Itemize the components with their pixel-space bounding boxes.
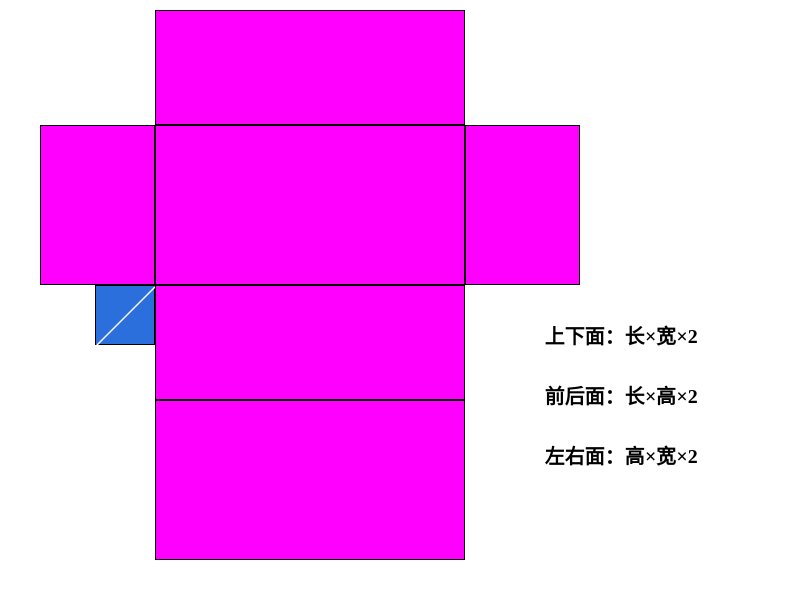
net-front-face (155, 125, 465, 285)
formula-front-back: 前后面：长×高×2 (545, 380, 698, 409)
net-bottom-face (155, 285, 465, 400)
inner-cube-face (95, 285, 155, 345)
net-top-face (155, 10, 465, 125)
net-right-face (465, 125, 580, 285)
formula-top-bottom: 上下面：长×宽×2 (545, 320, 698, 349)
net-back-face (155, 400, 465, 560)
inner-cube-diagonal (96, 286, 156, 346)
net-left-face (40, 125, 155, 285)
formula-left-right: 左右面：高×宽×2 (545, 440, 698, 469)
